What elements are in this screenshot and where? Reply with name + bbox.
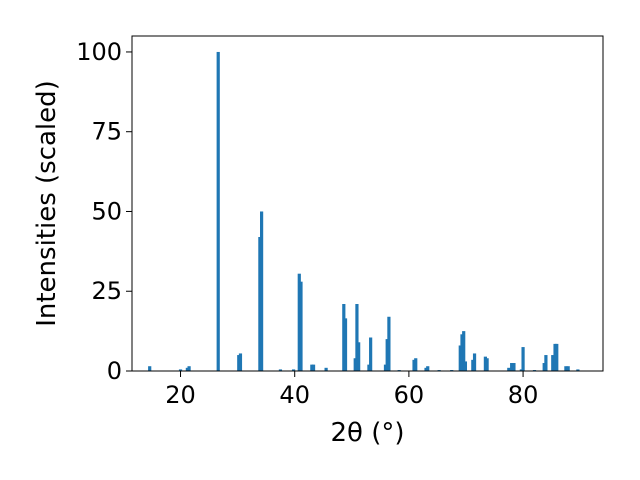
y-axis: 0 25 50 75 100: [76, 38, 132, 385]
bar: [412, 359, 416, 371]
bar: [553, 343, 557, 371]
bar: [258, 237, 262, 371]
bar: [483, 356, 487, 371]
bar: [185, 367, 189, 371]
bar: [458, 345, 462, 371]
bar: [357, 342, 361, 371]
bar: [460, 334, 464, 371]
bar: [510, 363, 514, 371]
bar: [512, 363, 516, 371]
bars-group: [148, 51, 580, 371]
bar: [311, 364, 316, 371]
bar: [485, 358, 489, 371]
y-axis-label: Intensities (scaled): [32, 80, 62, 327]
bar: [187, 366, 191, 371]
bar: [355, 304, 359, 371]
y-tick-label: 75: [91, 118, 122, 146]
bar: [566, 366, 570, 371]
bar: [369, 337, 373, 371]
bar: [551, 355, 555, 371]
bar: [414, 358, 418, 371]
y-tick-label: 100: [76, 38, 122, 66]
x-tick-label: 40: [279, 381, 310, 409]
bar: [385, 339, 389, 371]
bar: [576, 369, 580, 371]
bar: [342, 304, 346, 371]
bar: [387, 316, 391, 371]
x-axis-label: 2θ (°): [330, 418, 404, 448]
bar: [383, 364, 388, 371]
bar: [426, 366, 430, 371]
bar: [178, 369, 183, 371]
bar: [564, 366, 568, 371]
y-tick-label: 25: [91, 277, 122, 305]
bar: [297, 273, 301, 371]
bar: [463, 361, 468, 371]
bar: [148, 366, 152, 371]
x-tick-label: 60: [394, 381, 425, 409]
bar: [324, 367, 328, 371]
bar: [291, 369, 296, 371]
bar: [260, 211, 264, 371]
bar: [555, 343, 559, 371]
bar: [237, 355, 241, 371]
bar: [521, 347, 525, 371]
bar: [472, 353, 477, 371]
bar: [310, 364, 314, 371]
bar: [367, 364, 371, 371]
x-tick-label: 20: [165, 381, 196, 409]
bar: [238, 353, 243, 371]
plot-frame: [131, 35, 604, 372]
bar: [462, 331, 466, 371]
bar: [542, 363, 546, 371]
x-tick-label: 80: [508, 381, 539, 409]
x-axis: 20 40 60 80: [165, 371, 538, 409]
bar: [507, 367, 511, 371]
bar: [299, 281, 303, 371]
bar: [471, 359, 475, 371]
bar: [544, 355, 548, 371]
bar: [216, 51, 220, 371]
y-tick-label: 0: [107, 357, 122, 385]
y-tick-label: 50: [91, 197, 122, 225]
bar: [343, 318, 348, 371]
bar: [353, 358, 357, 371]
bar: [278, 369, 283, 371]
bar: [424, 367, 428, 371]
bar: [519, 369, 523, 371]
